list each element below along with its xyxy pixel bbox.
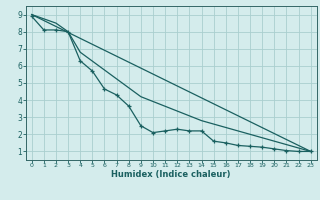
X-axis label: Humidex (Indice chaleur): Humidex (Indice chaleur) — [111, 170, 231, 179]
